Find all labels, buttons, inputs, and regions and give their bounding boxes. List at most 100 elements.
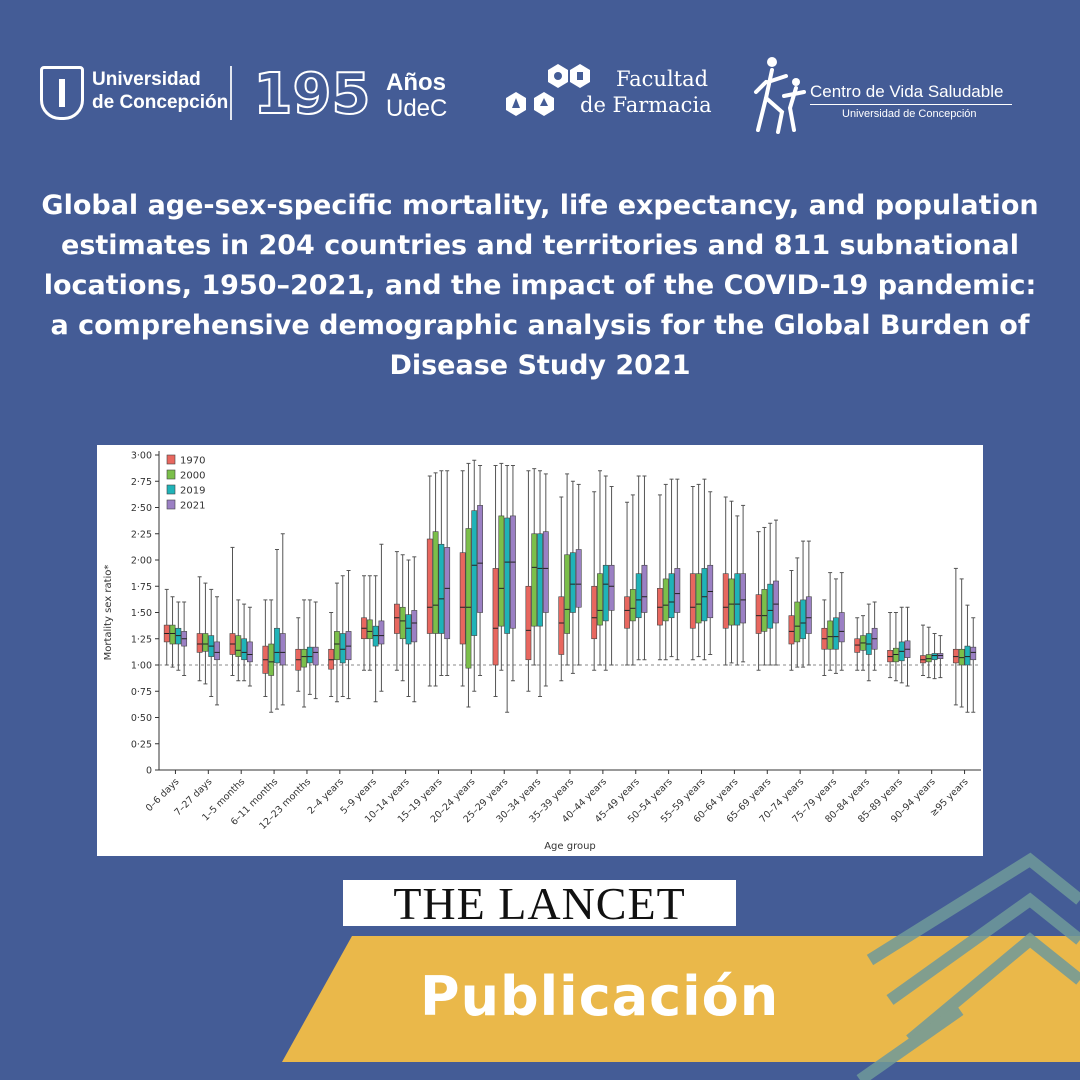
box-2019: [438, 543, 445, 634]
box-2000: [629, 589, 636, 622]
box-2019: [471, 510, 478, 636]
box-2019: [833, 617, 839, 650]
cvs-underline: [810, 104, 1012, 105]
x-axis-label: Age group: [544, 841, 596, 852]
y-tick-label: 0·50: [131, 713, 152, 724]
udec-logo: Universidad de Concepción: [40, 64, 230, 124]
box-2021: [970, 646, 977, 661]
box-2000: [925, 654, 932, 663]
box-2021: [740, 573, 746, 624]
box-2000: [597, 573, 603, 626]
y-tick-label: 1·00: [131, 661, 152, 672]
box-2000: [794, 601, 801, 643]
box-1970: [196, 633, 203, 653]
y-tick-label: 1·25: [131, 634, 152, 645]
box-2019: [175, 627, 182, 645]
box-2000: [465, 528, 472, 669]
box-2000: [695, 573, 702, 624]
cvs-title: Centro de Vida Saludable: [810, 82, 1004, 101]
box-2000: [761, 589, 768, 632]
udec-name-line2: de Concepción: [92, 92, 229, 113]
y-tick-label: 0·25: [131, 739, 152, 750]
box-1970: [657, 588, 663, 626]
box-2000: [432, 531, 439, 634]
box-2000: [728, 578, 735, 626]
box-2019: [964, 645, 971, 666]
box-1970: [952, 648, 959, 664]
farmacia-line1: Facultad: [616, 67, 709, 91]
box-2021: [345, 631, 352, 661]
box-2021: [674, 568, 681, 613]
box-2019: [635, 573, 642, 619]
box-1970: [426, 538, 433, 634]
y-tick-label: 0·75: [131, 687, 152, 698]
box-2021: [510, 515, 516, 629]
box-1970: [558, 596, 565, 655]
publicacion-label: Publicación: [420, 965, 780, 1028]
box-2019: [372, 625, 379, 647]
box-2019: [339, 633, 346, 664]
anos-label: Años: [386, 69, 446, 96]
box-2021: [214, 641, 220, 661]
box-2021: [378, 620, 385, 645]
journal-wordmark: THE LANCET: [343, 880, 736, 926]
box-1970: [920, 655, 926, 664]
anniversary-195-logo: 195: [252, 61, 372, 128]
box-2019: [405, 614, 412, 645]
box-2000: [334, 631, 340, 661]
legend-label-2000: 2000: [180, 471, 205, 482]
box-2019: [767, 583, 774, 629]
udec-name: Universidad de Concepción: [92, 68, 228, 114]
box-2021: [773, 580, 779, 624]
box-1970: [887, 650, 893, 663]
centro-vida-saludable-logo: Centro de Vida Saludable Universidad de …: [752, 52, 1052, 138]
box-1970: [755, 594, 762, 634]
legend-swatch-2019: [166, 484, 176, 495]
box-2021: [805, 596, 812, 634]
box-2000: [564, 554, 570, 634]
box-2000: [958, 648, 965, 666]
y-tick-label: 1·75: [131, 582, 152, 593]
box-1970: [393, 603, 400, 634]
box-2000: [531, 533, 538, 627]
box-2000: [235, 635, 242, 657]
box-2000: [268, 643, 275, 676]
box-2019: [274, 627, 280, 664]
anniversary-number: 195: [254, 62, 371, 122]
box-2019: [569, 552, 576, 613]
box-1970: [492, 568, 499, 666]
box-2021: [279, 633, 286, 666]
box-2021: [477, 505, 483, 613]
box-1970: [722, 573, 729, 629]
box-2019: [668, 573, 675, 619]
legend-label-1970: 1970: [180, 456, 205, 467]
box-2021: [937, 653, 944, 659]
box-2019: [701, 568, 708, 622]
legend-swatch-1970: [166, 454, 176, 465]
cvs-figures-icon: [754, 57, 806, 134]
anos-sub-label: UdeC: [386, 95, 448, 122]
box-1970: [525, 585, 532, 661]
box-2019: [537, 533, 543, 627]
header-logos: Universidad de Concepción 195 Años UdeC: [0, 48, 1080, 144]
box-2019: [504, 517, 511, 634]
box-2000: [662, 578, 669, 622]
box-2021: [542, 531, 549, 613]
decorative-chevrons-icon: [856, 852, 1080, 1080]
box-2021: [575, 549, 582, 608]
box-1970: [854, 638, 861, 653]
box-1970: [624, 596, 630, 629]
box-2019: [602, 564, 609, 622]
legend-swatch-2000: [166, 469, 176, 480]
box-2019: [800, 599, 806, 640]
box-2000: [399, 606, 406, 640]
facultad-farmacia-logo: Facultad de Farmacia: [500, 62, 730, 132]
box-1970: [591, 585, 598, 640]
farmacia-hexagons-icon: [506, 64, 590, 116]
box-2021: [608, 564, 615, 611]
box-2000: [892, 647, 899, 663]
y-axis-label: Mortality sex ratio*: [103, 565, 114, 661]
box-2019: [931, 653, 938, 661]
chart-panel: 0 0·25 0·50 0·75 1·00 1·25 1·50 1·75 2·00 2·25 2·5…: [97, 445, 983, 856]
cvs-subtitle: Universidad de Concepción: [842, 108, 977, 120]
